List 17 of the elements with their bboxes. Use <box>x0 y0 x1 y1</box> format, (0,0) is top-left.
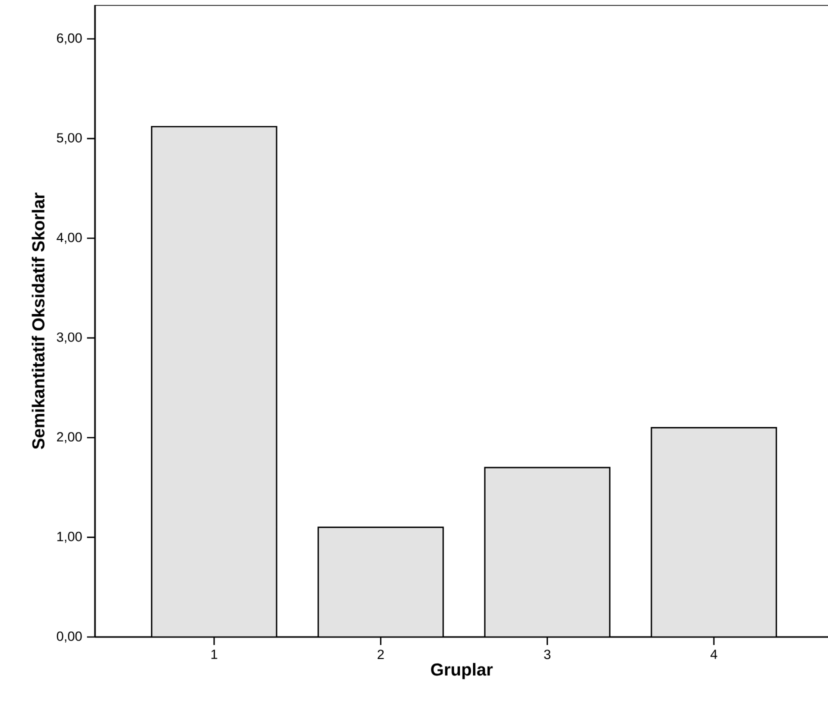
bar <box>150 126 278 637</box>
x-axis-title: Gruplar <box>431 662 493 680</box>
bar <box>484 466 610 637</box>
y-tick-label: 3,00 <box>56 332 82 344</box>
x-tick-label: 1 <box>211 650 218 659</box>
x-tick-label: 3 <box>544 650 550 660</box>
y-tick-label: 2,00 <box>57 432 82 444</box>
y-tick-label: 6,00 <box>57 33 82 44</box>
bar <box>650 426 778 637</box>
y-tick-label: 0,00 <box>56 631 82 643</box>
y-tick-label: 4,00 <box>56 232 82 244</box>
bar <box>318 526 444 637</box>
y-tick-label: 5,00 <box>56 133 82 144</box>
x-tick-label: 2 <box>378 650 384 660</box>
y-tick-label: 1,00 <box>57 532 82 543</box>
y-axis-title: Semikantitatif Oksidatif Skorlar <box>32 192 45 450</box>
x-tick-label: 4 <box>710 650 718 659</box>
